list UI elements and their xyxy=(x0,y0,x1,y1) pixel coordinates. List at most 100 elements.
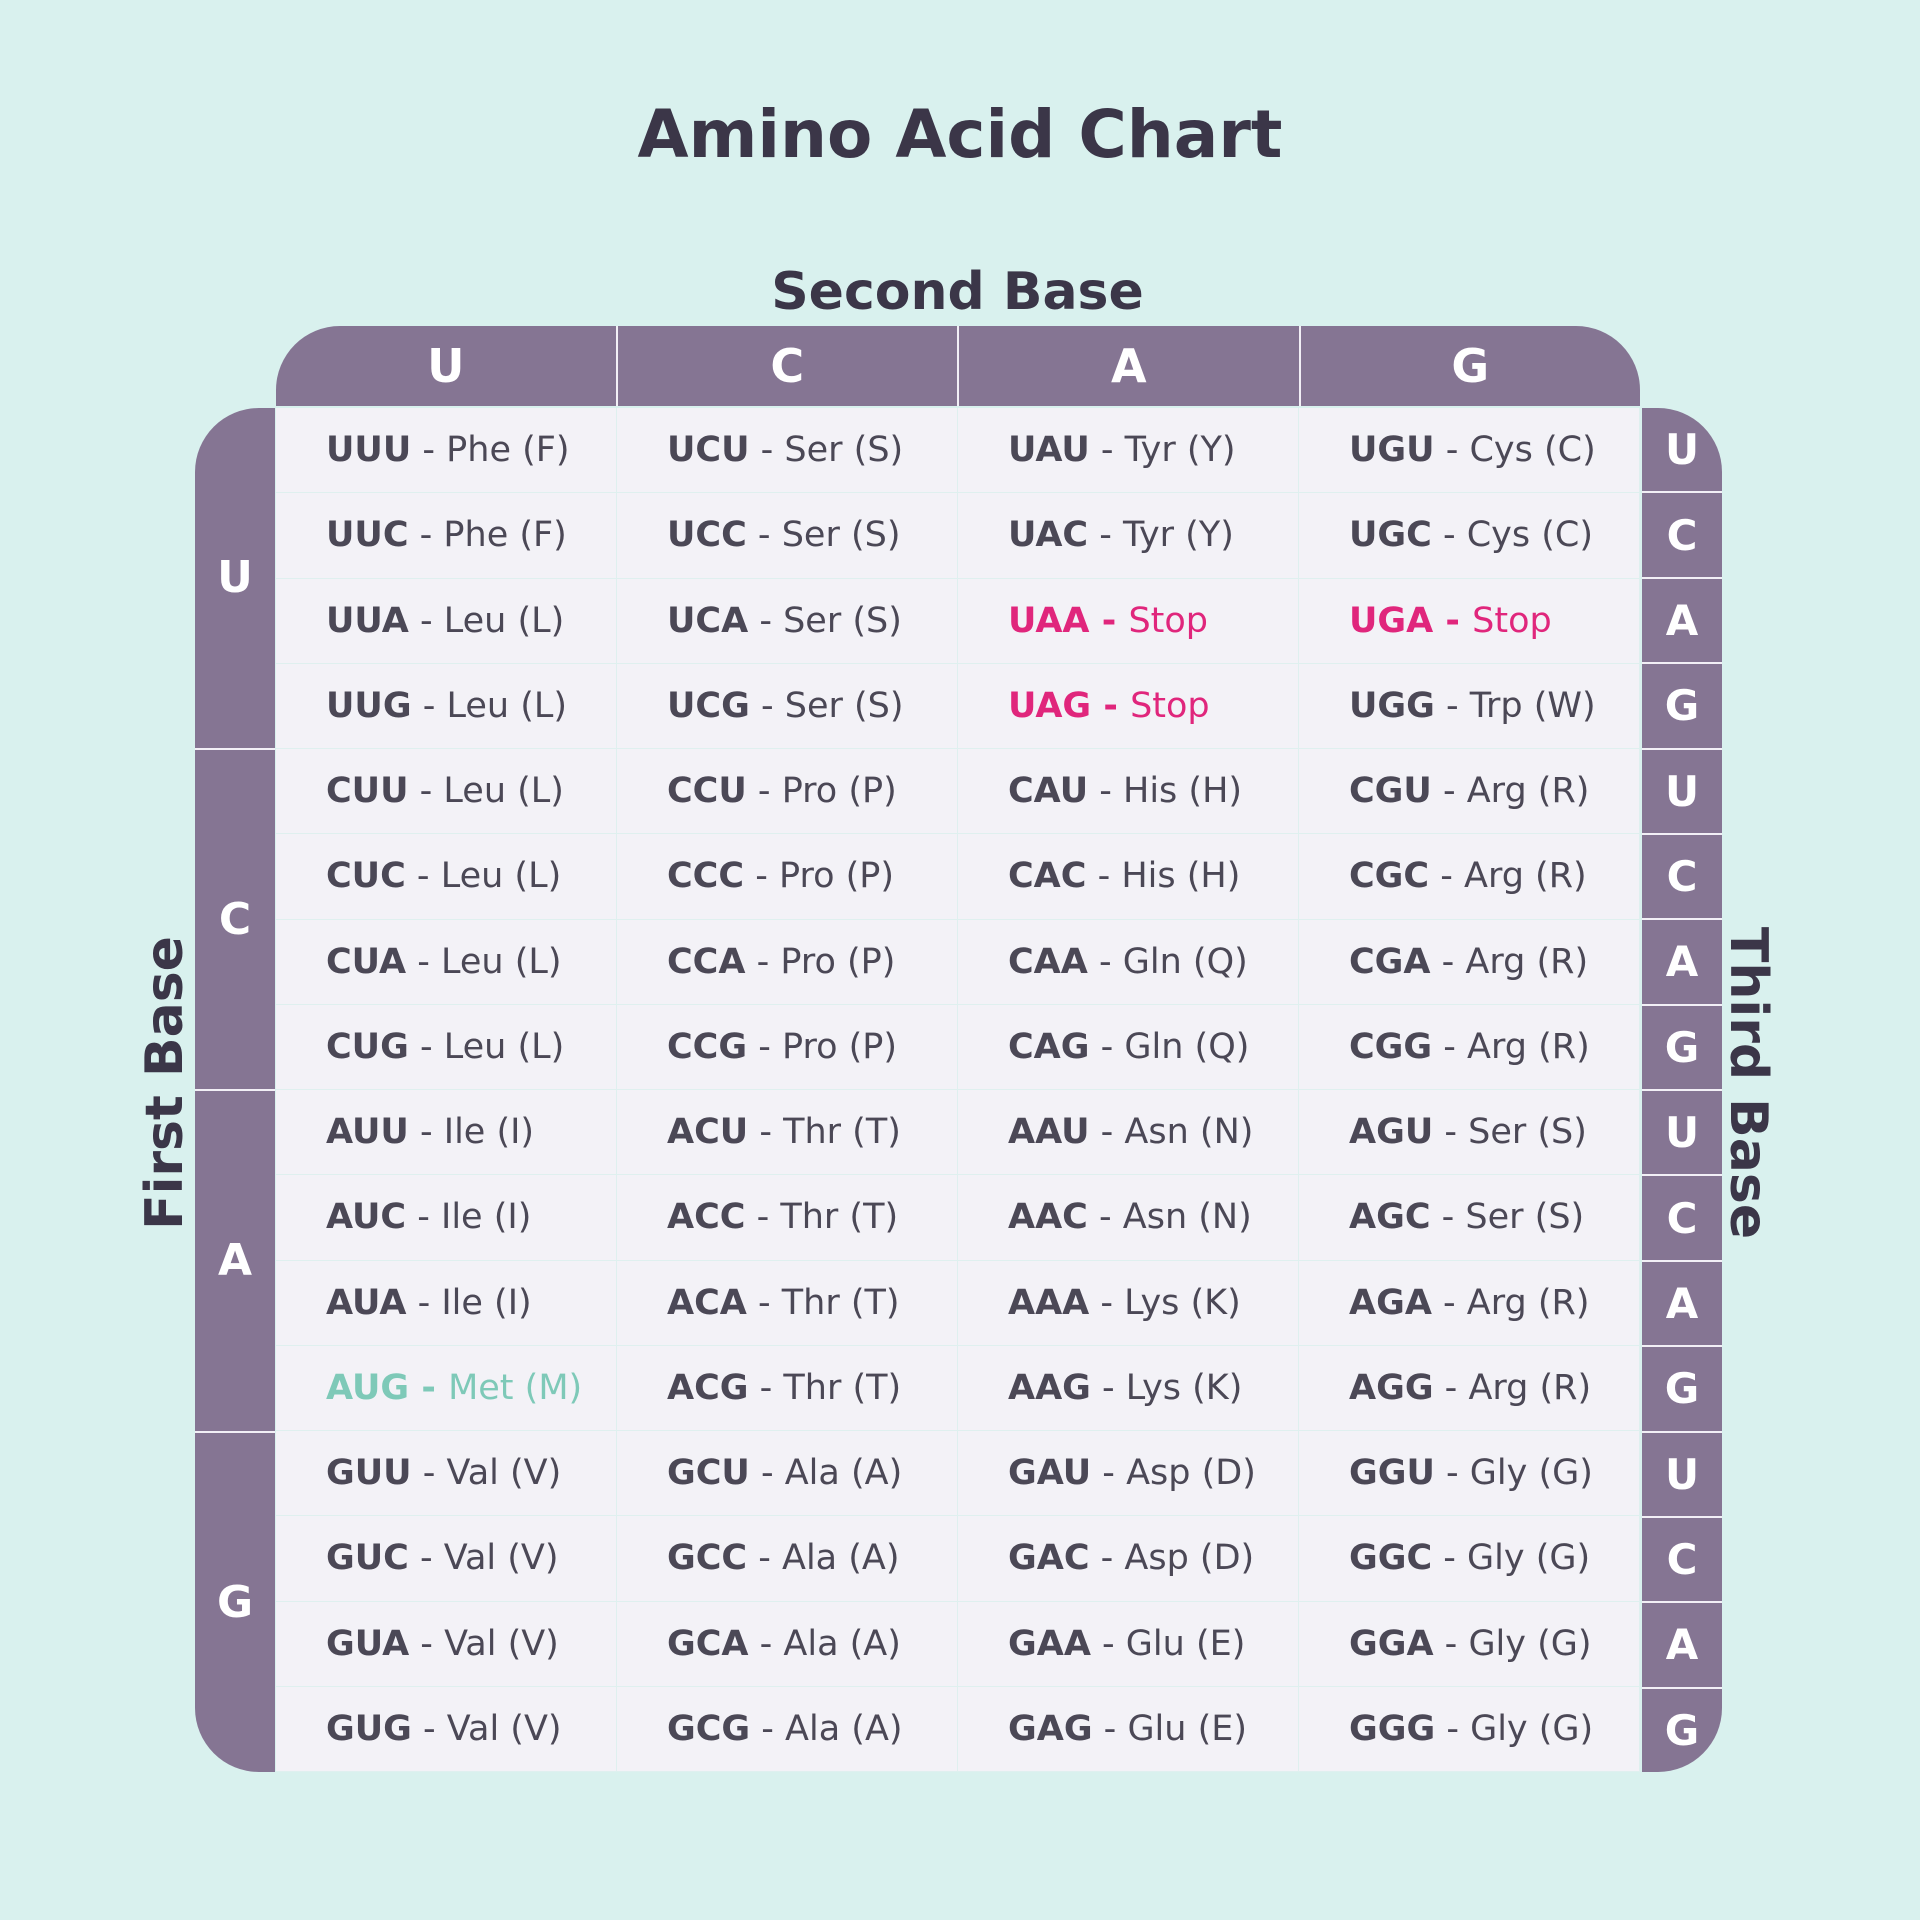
codon-code: CAC xyxy=(1008,856,1087,897)
codon-code: UUC xyxy=(326,515,409,556)
second-base-u: U xyxy=(276,326,616,406)
amino-acid: Arg (R) xyxy=(1467,1026,1590,1067)
codon-code: UUG xyxy=(326,685,412,726)
codon-separator: - xyxy=(1087,941,1123,982)
codon-cell: CCC - Pro (P) xyxy=(617,834,958,920)
codon-cell: UUA - Leu (L) xyxy=(276,578,617,664)
amino-acid: Thr (T) xyxy=(780,1197,899,1238)
codon-separator: - xyxy=(1092,1708,1128,1749)
codon-code: AUG xyxy=(326,1367,410,1408)
third-base-label: Third Base xyxy=(1718,926,1778,1240)
codon-code: ACA xyxy=(667,1282,747,1323)
amino-acid: Arg (R) xyxy=(1466,771,1590,812)
codon-separator: - xyxy=(1434,430,1470,471)
amino-acid: Leu (L) xyxy=(443,600,565,641)
codon-code: GAU xyxy=(1008,1453,1092,1494)
codon-code: GGC xyxy=(1349,1538,1433,1579)
amino-acid: Ser (S) xyxy=(781,515,901,556)
codon-code: UAC xyxy=(1008,515,1089,556)
codon-cell: ACG - Thr (T) xyxy=(617,1345,958,1431)
codon-separator: - xyxy=(1433,1367,1469,1408)
codon-cell: GAC - Asp (D) xyxy=(958,1516,1299,1602)
codon-separator: - xyxy=(748,1623,784,1664)
codon-cell: UGA - Stop xyxy=(1299,578,1640,664)
third-base-g: G xyxy=(1642,1686,1722,1772)
codon-code: CCC xyxy=(667,856,745,897)
amino-acid: Gly (G) xyxy=(1468,1623,1592,1664)
codon-separator: - xyxy=(1431,1282,1467,1323)
codon-cell: GAG - Glu (E) xyxy=(958,1686,1299,1772)
codon-code: UGU xyxy=(1349,430,1435,471)
codon-separator: - xyxy=(1433,600,1473,641)
codon-separator: - xyxy=(749,685,785,726)
second-base-label: Second Base xyxy=(771,262,1144,322)
codon-cell: CAG - Gln (Q) xyxy=(958,1004,1299,1090)
amino-acid: Gly (G) xyxy=(1469,1453,1593,1494)
codon-code: GCA xyxy=(667,1623,749,1664)
third-base-u: U xyxy=(1642,747,1722,833)
page-title: Amino Acid Chart xyxy=(637,96,1283,173)
amino-acid: Met (M) xyxy=(448,1367,583,1408)
codon-separator: - xyxy=(411,1453,447,1494)
amino-acid: Cys (C) xyxy=(1466,515,1593,556)
codon-code: GAC xyxy=(1008,1538,1090,1579)
codon-separator: - xyxy=(1434,685,1470,726)
amino-acid: Phe (F) xyxy=(446,430,570,471)
codon-separator: - xyxy=(411,1708,447,1749)
amino-acid: Trp (W) xyxy=(1469,685,1596,726)
second-base-c: C xyxy=(615,326,957,406)
codon-code: AUU xyxy=(326,1112,409,1153)
amino-acid: Val (V) xyxy=(446,1708,562,1749)
codon-separator: - xyxy=(408,600,444,641)
codon-code: AAU xyxy=(1008,1112,1090,1153)
amino-acid: Gln (Q) xyxy=(1124,1026,1250,1067)
amino-acid: Stop xyxy=(1128,600,1209,641)
codon-separator: - xyxy=(1431,515,1467,556)
codon-separator: - xyxy=(746,515,782,556)
amino-acid: Pro (P) xyxy=(782,1026,898,1067)
codon-separator: - xyxy=(408,515,444,556)
codon-cell: AUG - Met (M) xyxy=(276,1345,617,1431)
codon-code: ACC xyxy=(667,1197,746,1238)
codon-cell: AGG - Arg (R) xyxy=(1299,1345,1640,1431)
amino-acid: Glu (E) xyxy=(1125,1623,1246,1664)
third-base-c: C xyxy=(1642,1515,1722,1602)
codon-cell: GAU - Asp (D) xyxy=(958,1431,1299,1517)
codon-code: GGU xyxy=(1349,1453,1435,1494)
codon-separator: - xyxy=(411,430,447,471)
codon-cell: AAG - Lys (K) xyxy=(958,1345,1299,1431)
third-base-a: A xyxy=(1642,1259,1722,1346)
codon-separator: - xyxy=(1089,1112,1125,1153)
codon-code: GCG xyxy=(667,1708,751,1749)
codon-separator: - xyxy=(409,1623,445,1664)
codon-cell: GGG - Gly (G) xyxy=(1299,1686,1640,1772)
amino-acid: His (H) xyxy=(1121,856,1241,897)
codon-cell: GUA - Val (V) xyxy=(276,1601,617,1687)
codon-cell: AAA - Lys (K) xyxy=(958,1260,1299,1346)
codon-code: ACG xyxy=(667,1367,749,1408)
amino-acid: Thr (T) xyxy=(783,1112,901,1153)
codon-separator: - xyxy=(1432,1026,1468,1067)
codon-separator: - xyxy=(749,430,785,471)
codon-cell: GCA - Ala (A) xyxy=(617,1601,958,1687)
codon-code: UAG xyxy=(1008,685,1092,726)
codon-cell: CUC - Leu (L) xyxy=(276,834,617,920)
amino-acid: Asn (N) xyxy=(1124,1112,1254,1153)
codon-code: GUU xyxy=(326,1453,412,1494)
codon-cell: CAC - His (H) xyxy=(958,834,1299,920)
codon-separator: - xyxy=(405,856,441,897)
codon-code: GCC xyxy=(667,1538,748,1579)
codon-code: UUA xyxy=(326,600,409,641)
codon-separator: - xyxy=(747,1538,782,1579)
amino-acid: Gly (G) xyxy=(1467,1538,1591,1579)
codon-separator: - xyxy=(748,1367,784,1408)
codon-cell: AGA - Arg (R) xyxy=(1299,1260,1640,1346)
codon-separator: - xyxy=(1086,856,1122,897)
codon-code: GUC xyxy=(326,1538,409,1579)
codon-separator: - xyxy=(747,1026,782,1067)
codon-cell: AUU - Ile (I) xyxy=(276,1090,617,1176)
third-base-a: A xyxy=(1642,576,1722,663)
codon-cell: GUG - Val (V) xyxy=(276,1686,617,1772)
first-base-u: U xyxy=(195,408,275,748)
amino-acid: His (H) xyxy=(1123,771,1243,812)
